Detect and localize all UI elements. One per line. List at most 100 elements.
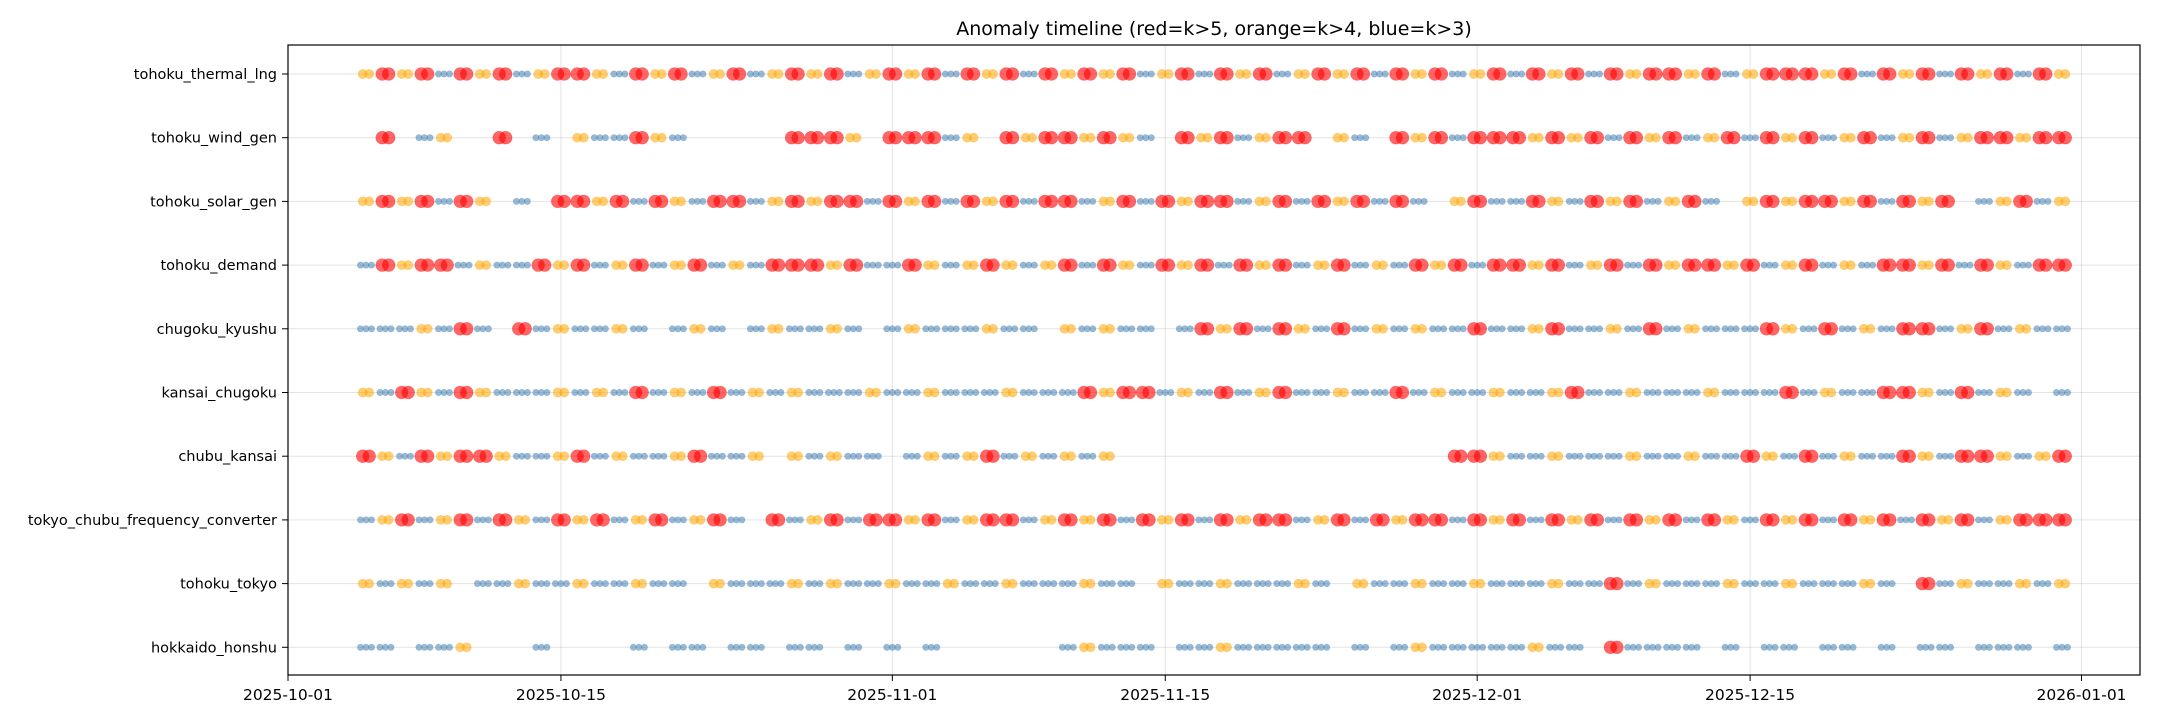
anomaly-point-orange (559, 387, 570, 398)
anomaly-point-blue (1947, 134, 1955, 142)
anomaly-point-blue (1986, 516, 1994, 524)
anomaly-point-orange (1729, 515, 1739, 525)
anomaly-point-orange (1787, 515, 1798, 525)
anomaly-point-orange (1027, 132, 1037, 143)
anomaly-point-orange (871, 387, 881, 398)
anomaly-point-orange (812, 196, 823, 207)
anomaly-point-red (732, 194, 747, 209)
anomaly-point-blue (1401, 325, 1409, 333)
anomaly-point-orange (1105, 69, 1115, 79)
anomaly-point-red (401, 385, 415, 400)
anomaly-point-red (1083, 67, 1098, 81)
anomaly-point-orange (832, 323, 842, 334)
anomaly-point-blue (1732, 70, 1740, 78)
anomaly-point-red (576, 67, 591, 81)
anomaly-point-red (1922, 67, 1936, 81)
anomaly-point-red (1649, 258, 1663, 272)
anomaly-point-red (1415, 513, 1429, 527)
anomaly-point-red (1961, 449, 1975, 463)
anomaly-point-red (1395, 67, 1410, 81)
anomaly-point-red (421, 449, 435, 463)
anomaly-point-blue (406, 452, 414, 460)
anomaly-point-blue (1830, 134, 1838, 142)
anomaly-point-blue (1869, 261, 1877, 269)
anomaly-point-red (1980, 449, 1995, 463)
anomaly-point-red (1512, 131, 1527, 145)
anomaly-point-blue (1206, 643, 1214, 651)
anomaly-point-blue (1069, 388, 1077, 396)
anomaly-point-blue (972, 580, 980, 588)
anomaly-point-blue (952, 261, 960, 269)
anomaly-point-blue (601, 134, 609, 142)
anomaly-point-red (2058, 131, 2073, 145)
anomaly-point-blue (1732, 643, 1740, 651)
anomaly-point-blue (894, 643, 902, 651)
anomaly-point-orange (1612, 323, 1622, 334)
anomaly-point-orange (2021, 578, 2032, 589)
anomaly-point-red (1980, 258, 1995, 272)
anomaly-point-blue (1869, 452, 1877, 460)
x-tick-label: 2025-11-15 (1120, 686, 1210, 704)
anomaly-point-blue (1479, 388, 1487, 396)
anomaly-point-red (1902, 258, 1917, 272)
anomaly-point-red (1629, 131, 1644, 145)
anomaly-point-orange (929, 260, 940, 270)
anomaly-point-blue (543, 388, 551, 396)
anomaly-point-red (2039, 258, 2053, 272)
anomaly-point-orange (1222, 578, 1232, 589)
anomaly-point-red (1805, 513, 1819, 527)
anomaly-point-orange (1826, 69, 1837, 79)
anomaly-point-blue (1654, 452, 1662, 460)
anomaly-point-orange (929, 387, 940, 398)
anomaly-point-blue (1810, 325, 1818, 333)
anomaly-point-blue (1947, 70, 1955, 78)
anomaly-point-blue (1147, 70, 1155, 78)
anomaly-point-blue (426, 134, 434, 142)
anomaly-point-blue (1888, 580, 1896, 588)
anomaly-point-blue (1381, 388, 1389, 396)
anomaly-point-orange (949, 578, 959, 589)
anomaly-point-blue (1986, 388, 1994, 396)
anomaly-point-blue (874, 261, 882, 269)
anomaly-point-red (1610, 576, 1624, 591)
anomaly-point-blue (1459, 134, 1467, 142)
anomaly-point-orange (1943, 515, 1954, 525)
points-layer (356, 67, 2073, 654)
anomaly-point-orange (1495, 515, 1505, 525)
anomaly-point-blue (601, 580, 609, 588)
anomaly-point-red (1961, 385, 1975, 400)
anomaly-point-blue (894, 325, 902, 333)
anomaly-point-orange (461, 642, 472, 653)
anomaly-point-blue (2025, 643, 2033, 651)
anomaly-point-red (1005, 194, 1020, 209)
anomaly-point-blue (426, 643, 434, 651)
anomaly-point-red (1220, 67, 1234, 81)
anomaly-point-blue (1615, 388, 1623, 396)
anomaly-point-blue (523, 388, 531, 396)
anomaly-point-blue (1147, 643, 1155, 651)
y-tick-label: tohoku_thermal_lng (134, 67, 277, 83)
anomaly-point-orange (851, 132, 862, 143)
anomaly-point-red (1766, 513, 1780, 527)
anomaly-point-blue (1986, 580, 1994, 588)
anomaly-point-blue (1108, 580, 1116, 588)
anomaly-point-red (1337, 513, 1351, 527)
anomaly-point-orange (1007, 260, 1018, 270)
anomaly-point-blue (1732, 325, 1740, 333)
anomaly-point-blue (1654, 197, 1662, 205)
anomaly-point-red (1746, 449, 1761, 463)
anomaly-point-orange (1241, 515, 1252, 525)
anomaly-point-orange (1085, 578, 1096, 589)
anomaly-point-orange (2060, 69, 2071, 79)
anomaly-point-red (1395, 131, 1410, 145)
anomaly-point-red (1473, 322, 1488, 336)
anomaly-point-red (1590, 131, 1605, 145)
anomaly-point-red (499, 67, 513, 81)
anomaly-point-orange (2060, 196, 2071, 207)
anomaly-point-blue (816, 643, 824, 651)
anomaly-point-blue (1030, 388, 1038, 396)
anomaly-point-red (1922, 576, 1936, 591)
anomaly-point-red (693, 258, 708, 272)
anomaly-point-blue (952, 134, 960, 142)
anomaly-point-red (1181, 513, 1195, 527)
